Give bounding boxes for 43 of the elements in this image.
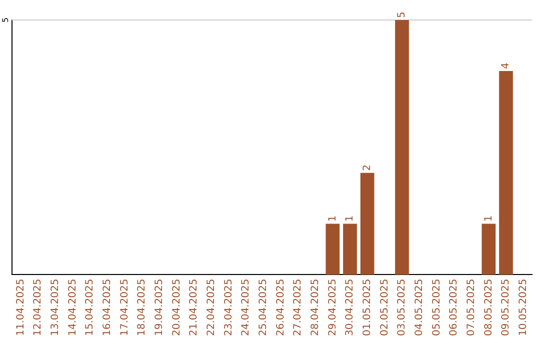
x-tick-label: 23.04.2025	[223, 278, 234, 336]
ref-line-label: 5	[1, 17, 10, 23]
x-tick-label: 06.05.2025	[448, 278, 460, 336]
data-label: 2	[362, 164, 373, 171]
bar	[499, 70, 513, 275]
data-label: 1	[344, 215, 356, 222]
x-tick-label: 05.05.2025	[431, 278, 442, 336]
x-tick-label: 30.04.2025	[344, 278, 356, 336]
x-tick-label: 21.04.2025	[188, 278, 200, 336]
x-tick-label: 19.04.2025	[154, 278, 165, 336]
x-tick-label: 18.04.2025	[136, 278, 148, 336]
bar	[395, 20, 409, 275]
bar	[360, 172, 374, 275]
x-tick-label: 08.05.2025	[483, 278, 494, 336]
x-tick-label: 24.04.2025	[240, 278, 252, 336]
data-label: 1	[327, 215, 338, 222]
x-tick-label: 26.04.2025	[275, 278, 286, 336]
x-tick-label: 14.04.2025	[67, 278, 78, 336]
x-tick-label: 12.04.2025	[32, 278, 44, 336]
data-label: 5	[396, 12, 408, 18]
x-tick-label: 17.04.2025	[119, 278, 130, 336]
x-tick-label: 04.05.2025	[414, 278, 425, 336]
data-label: 4	[500, 62, 512, 69]
bar	[482, 224, 496, 275]
x-tick-label: 16.04.2025	[102, 278, 113, 336]
x-tick-label: 15.04.2025	[84, 278, 96, 336]
x-tick-label: 11.04.2025	[15, 278, 26, 336]
x-tick-label: 10.05.2025	[518, 278, 529, 336]
bar	[343, 224, 357, 275]
x-tick-label: 07.05.2025	[466, 278, 477, 336]
x-tick-label: 09.05.2025	[500, 278, 512, 336]
x-tick-label: 02.05.2025	[379, 278, 390, 336]
x-tick-label: 28.04.2025	[310, 278, 321, 336]
x-tick-label: 01.05.2025	[362, 278, 373, 336]
x-tick-label: 03.05.2025	[396, 278, 408, 336]
x-tick-label: 20.04.2025	[171, 278, 182, 336]
bar	[326, 224, 340, 275]
data-label: 1	[483, 215, 494, 222]
x-tick-label: 13.04.2025	[50, 278, 61, 336]
x-tick-label: 22.04.2025	[206, 278, 217, 336]
x-tick-label: 29.04.2025	[327, 278, 338, 336]
x-tick-label: 27.04.2025	[292, 278, 304, 336]
x-tick-label: 25.04.2025	[258, 278, 269, 336]
